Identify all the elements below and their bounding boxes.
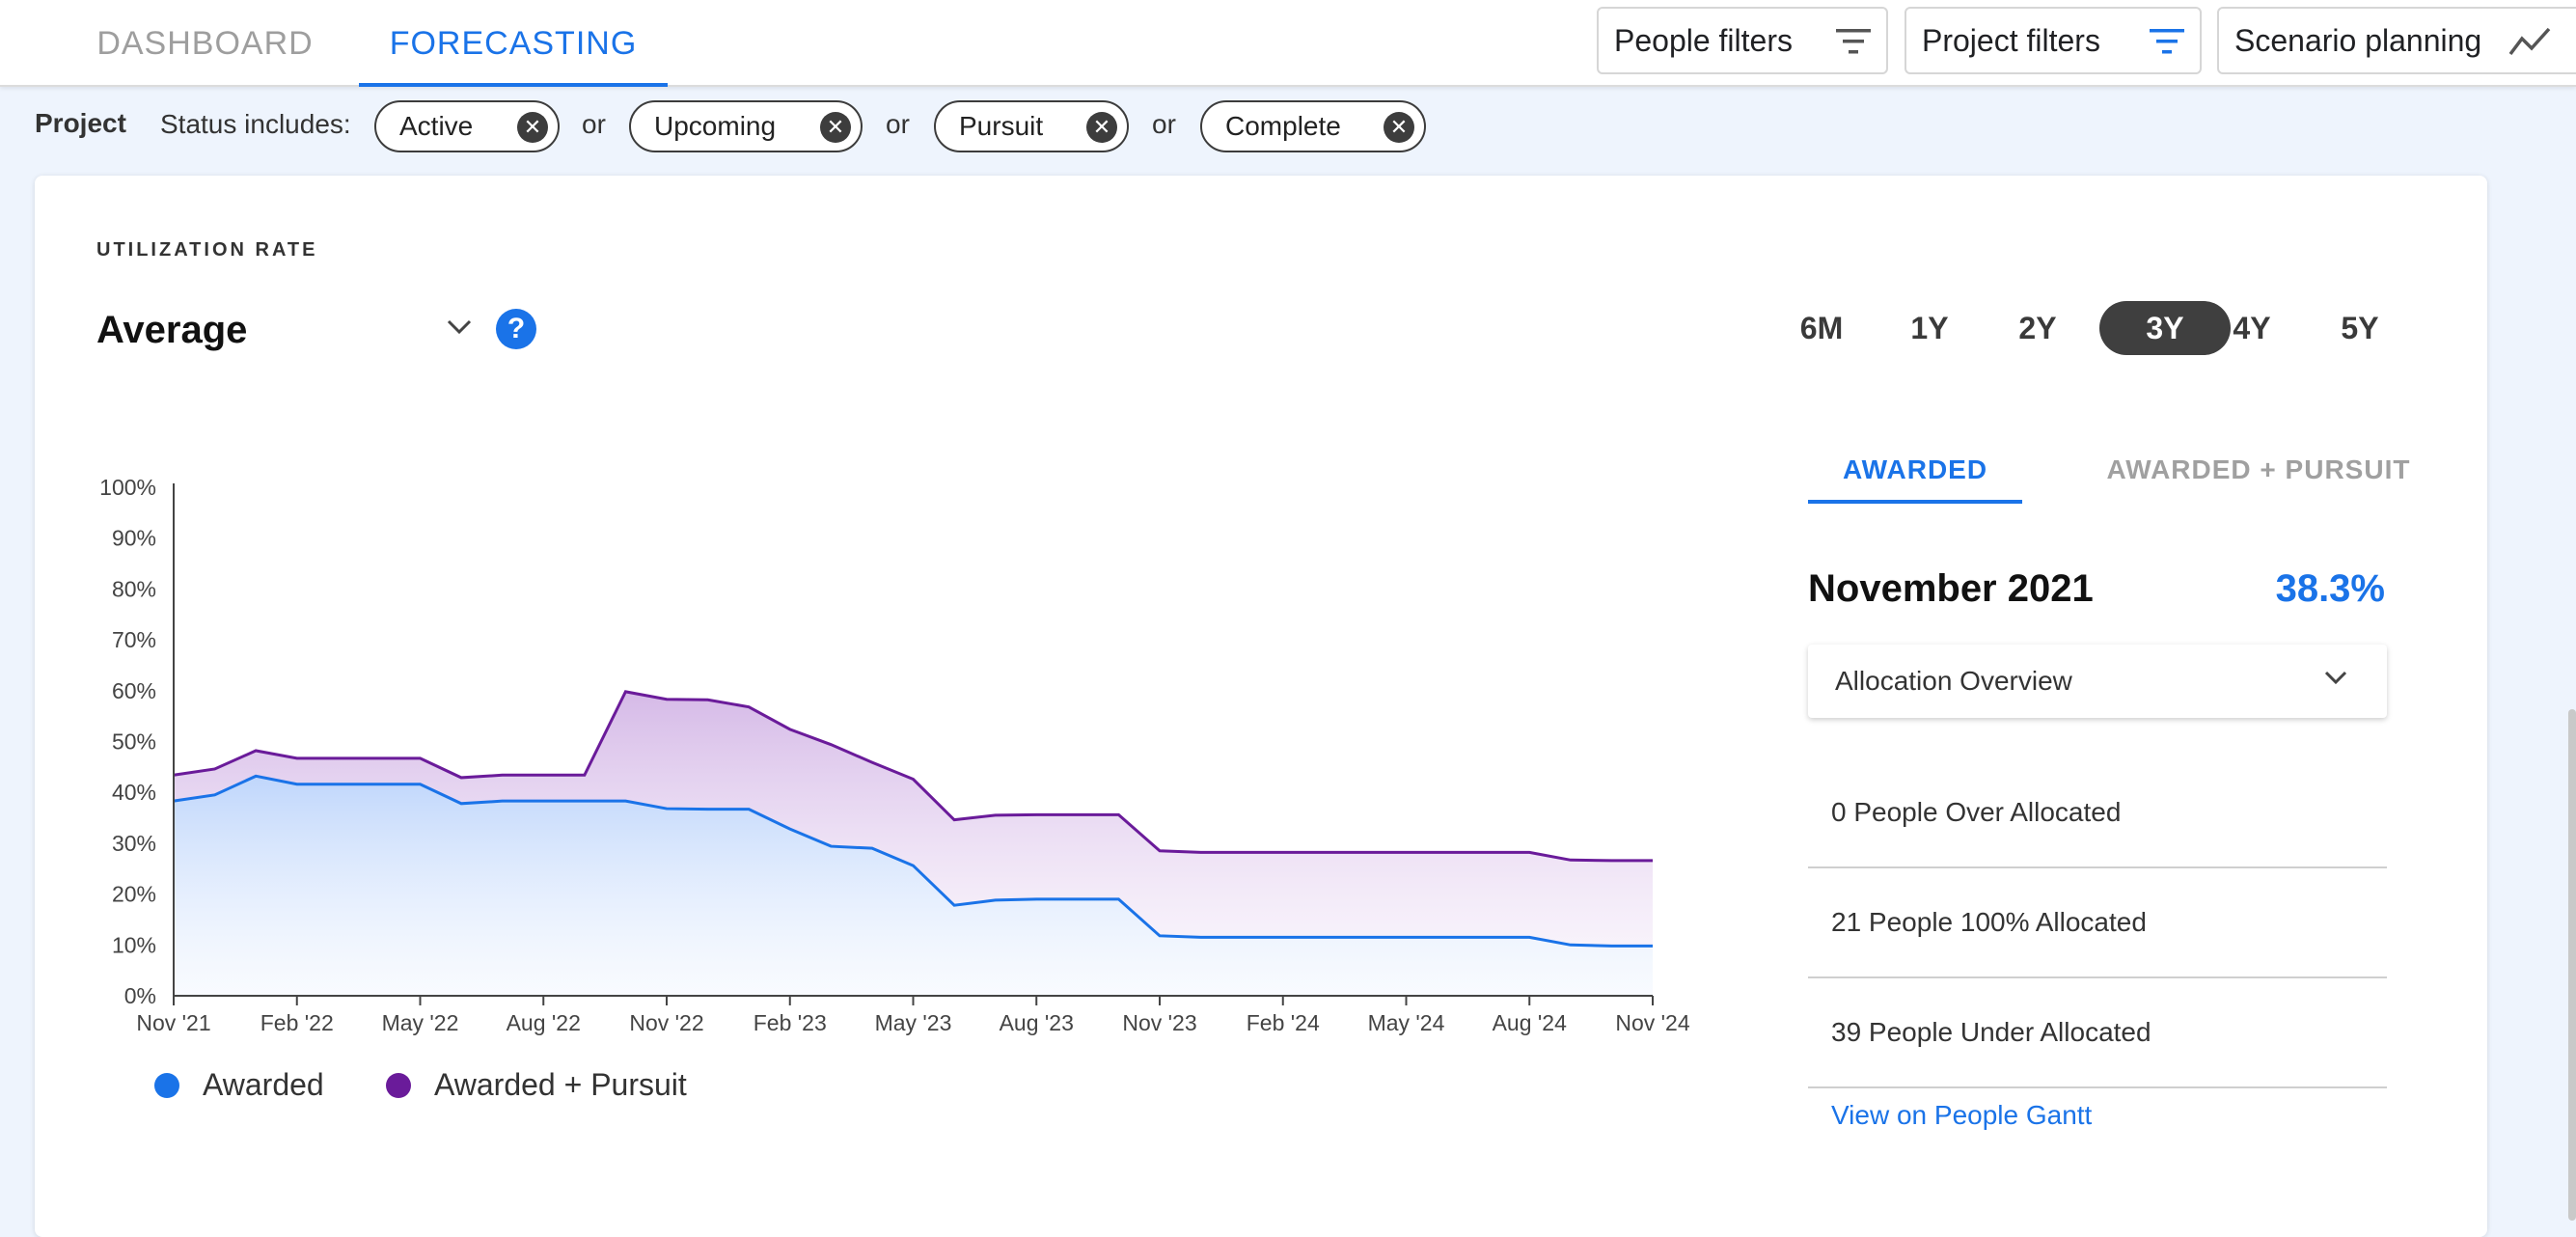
chevron-down-icon xyxy=(2324,671,2347,685)
allocation-item-label: 0 People Over Allocated xyxy=(1831,797,2122,827)
scrollbar[interactable] xyxy=(2568,709,2576,1221)
status-filter-row: Project Status includes: Active ✕ or Upc… xyxy=(0,89,2576,166)
legend-awarded[interactable]: Awarded xyxy=(154,1067,324,1103)
chip-label: Active xyxy=(399,111,474,141)
chip-label: Pursuit xyxy=(959,111,1044,141)
tab-awarded[interactable]: AWARDED xyxy=(1808,436,2022,504)
y-tick-label: 90% xyxy=(112,526,156,551)
top-bar: DASHBOARD FORECASTING People filters Pro… xyxy=(0,0,2576,87)
x-tick-label: Aug '22 xyxy=(507,1010,581,1035)
allocation-item-under: 39 People Under Allocated xyxy=(1808,978,2387,1088)
x-tick-label: Nov '23 xyxy=(1122,1010,1196,1035)
y-tick-label: 70% xyxy=(112,627,156,652)
x-tick-label: May '22 xyxy=(382,1010,459,1035)
chip-active[interactable]: Active ✕ xyxy=(374,100,560,152)
chip-upcoming[interactable]: Upcoming ✕ xyxy=(629,100,863,152)
trend-icon xyxy=(2508,27,2551,56)
x-tick-label: Feb '23 xyxy=(754,1010,827,1035)
or-label: or xyxy=(582,109,606,139)
or-label: or xyxy=(886,109,910,139)
y-tick-label: 50% xyxy=(112,729,156,755)
tab-awarded-pursuit[interactable]: AWARDED + PURSUIT xyxy=(2106,454,2411,484)
status-includes-label: Status includes: xyxy=(160,109,351,139)
close-circle-icon[interactable]: ✕ xyxy=(1086,112,1117,143)
aggregation-select[interactable]: Average xyxy=(96,301,473,359)
chip-complete[interactable]: Complete ✕ xyxy=(1200,100,1426,152)
selected-month: November 2021 xyxy=(1808,567,2094,610)
x-tick-label: Feb '22 xyxy=(260,1010,334,1035)
chip-label: Upcoming xyxy=(654,111,777,141)
x-tick-label: Feb '24 xyxy=(1247,1010,1320,1035)
y-tick-label: 10% xyxy=(112,932,156,957)
x-tick-label: May '24 xyxy=(1368,1010,1445,1035)
range-6m[interactable]: 6M xyxy=(1799,310,1844,345)
allocation-item-full: 21 People 100% Allocated xyxy=(1808,868,2387,978)
filter-icon xyxy=(2150,29,2184,54)
chevron-down-icon xyxy=(447,319,472,335)
x-tick-label: Nov '24 xyxy=(1615,1010,1689,1035)
x-tick-label: Aug '23 xyxy=(1000,1010,1074,1035)
help-circle-icon[interactable]: ? xyxy=(496,309,536,349)
people-filters-label: People filters xyxy=(1614,22,1793,58)
scenario-planning-button[interactable]: Scenario planning xyxy=(2217,7,2576,74)
close-circle-icon[interactable]: ✕ xyxy=(1384,112,1414,143)
range-3y[interactable]: 3Y xyxy=(2099,301,2231,355)
project-filters-button[interactable]: Project filters xyxy=(1905,7,2202,74)
project-filters-label: Project filters xyxy=(1922,22,2100,58)
utilization-card: UTILIZATION RATE Average ? 6M 1Y 2Y 3Y 4… xyxy=(35,176,2487,1237)
legend-dot xyxy=(386,1072,411,1098)
x-tick-label: Nov '21 xyxy=(136,1010,210,1035)
y-tick-label: 40% xyxy=(112,780,156,805)
or-label: or xyxy=(1152,109,1176,139)
y-tick-label: 0% xyxy=(124,983,156,1008)
close-circle-icon[interactable]: ✕ xyxy=(820,112,851,143)
awarded-line xyxy=(173,774,1653,948)
view-people-gantt-link[interactable]: View on People Gantt xyxy=(1831,1100,2093,1130)
legend-label: Awarded xyxy=(203,1067,324,1102)
close-circle-icon[interactable]: ✕ xyxy=(517,112,548,143)
range-4y[interactable]: 4Y xyxy=(2233,310,2271,345)
y-tick-label: 60% xyxy=(112,678,156,703)
y-tick-label: 30% xyxy=(112,831,156,856)
range-2y[interactable]: 2Y xyxy=(2018,310,2057,345)
awarded-area xyxy=(174,776,1653,996)
x-tick-label: May '23 xyxy=(875,1010,952,1035)
legend-awarded-pursuit[interactable]: Awarded + Pursuit xyxy=(386,1067,687,1103)
aggregation-value: Average xyxy=(96,308,248,351)
tab-dashboard[interactable]: DASHBOARD xyxy=(96,24,314,62)
y-tick-label: 80% xyxy=(112,576,156,601)
awarded-pursuit-area xyxy=(174,691,1653,947)
filter-icon xyxy=(1836,29,1871,54)
allocation-item-label: 39 People Under Allocated xyxy=(1831,1017,2151,1047)
range-5y[interactable]: 5Y xyxy=(2341,310,2379,345)
allocation-item-label: 21 People 100% Allocated xyxy=(1831,907,2147,937)
allocation-select-label: Allocation Overview xyxy=(1835,666,2072,696)
x-tick-label: Aug '24 xyxy=(1493,1010,1567,1035)
y-tick-label: 20% xyxy=(112,882,156,907)
allocation-select[interactable]: Allocation Overview xyxy=(1808,645,2387,718)
allocation-item-over: 0 People Over Allocated xyxy=(1808,758,2387,868)
chip-label: Complete xyxy=(1225,111,1341,141)
chip-pursuit[interactable]: Pursuit ✕ xyxy=(934,100,1129,152)
project-label: Project xyxy=(35,108,126,138)
legend-dot xyxy=(154,1072,179,1098)
range-1y[interactable]: 1Y xyxy=(1910,310,1949,345)
card-title: UTILIZATION RATE xyxy=(96,239,318,261)
utilization-chart[interactable]: 0% 10% 20% 30% 40% 50% 60% 70% 80% 90% 100% Nov '21… xyxy=(35,176,1733,1044)
scenario-planning-label: Scenario planning xyxy=(2234,22,2482,58)
selected-rate: 38.3% xyxy=(2275,567,2385,610)
tab-forecasting[interactable]: FORECASTING xyxy=(359,0,668,87)
y-tick-label: 100% xyxy=(99,475,156,500)
people-filters-button[interactable]: People filters xyxy=(1597,7,1888,74)
x-tick-label: Nov '22 xyxy=(629,1010,703,1035)
awarded-pursuit-line xyxy=(173,690,1653,863)
legend-label: Awarded + Pursuit xyxy=(434,1067,687,1102)
